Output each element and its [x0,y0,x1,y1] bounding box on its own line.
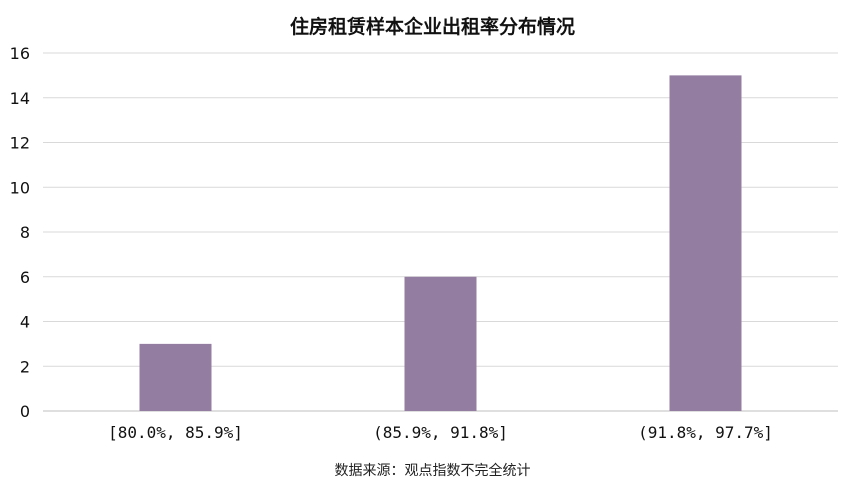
y-tick-label: 16 [10,44,30,63]
x-tick-label: [80.0%, 85.9%] [108,423,243,442]
x-axis-ticks: [80.0%, 85.9%] (85.9%, 91.8%] (91.8%, 97.7… [108,423,773,442]
y-tick-label: 4 [20,313,30,332]
x-tick-label: (91.8%, 97.7%] [638,423,773,442]
y-tick-label: 10 [10,178,30,197]
y-tick-label: 14 [10,89,30,108]
y-tick-label: 6 [20,268,30,287]
chart-title: 住房租赁样本企业出租率分布情况 [289,16,575,38]
y-tick-label: 2 [20,357,30,376]
bar [669,75,742,411]
x-tick-label: (85.9%, 91.8%] [373,423,508,442]
y-tick-label: 0 [20,402,30,421]
bar [139,343,212,411]
y-tick-label: 12 [10,134,30,153]
y-tick-label: 8 [20,223,30,242]
bar [404,276,477,411]
bars [139,75,742,411]
source-note: 数据来源：观点指数不完全统计 [334,463,531,479]
y-axis-ticks: 0 2 4 6 8 10 12 14 16 [10,44,30,421]
